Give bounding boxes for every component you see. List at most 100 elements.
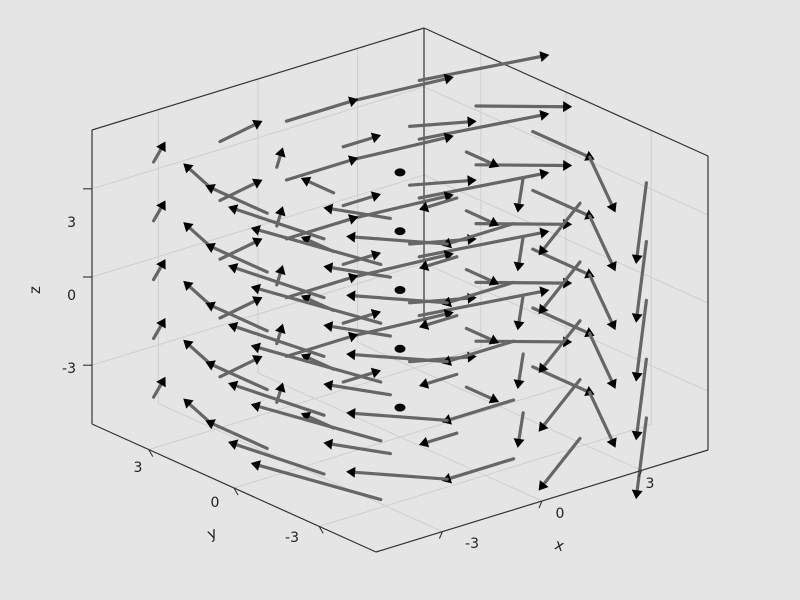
arrow	[183, 280, 212, 307]
arrow-shaft	[230, 206, 326, 241]
arrow	[408, 175, 477, 187]
grid-lines	[91, 48, 709, 533]
arrow-shaft	[184, 223, 212, 248]
arrow	[474, 101, 573, 113]
arrow-head	[370, 367, 382, 379]
arrow	[346, 349, 449, 364]
arrow-head	[323, 262, 334, 274]
tick-marks	[83, 188, 643, 539]
arrow	[441, 339, 516, 366]
grid-line-z-right-1	[423, 174, 709, 304]
arrow-shaft	[634, 240, 649, 321]
arrow-shaft	[634, 416, 649, 497]
arrow-shaft	[341, 134, 379, 149]
arrow	[464, 209, 500, 227]
arrow-head	[252, 296, 263, 307]
arrow-head	[606, 437, 617, 448]
arrow	[513, 176, 525, 213]
arrow-shaft	[531, 130, 593, 160]
arrow	[464, 268, 500, 286]
arrow	[587, 390, 617, 448]
arrow-shaft	[587, 390, 616, 446]
arrow-head	[323, 321, 334, 333]
arrow-head	[156, 376, 166, 388]
arrow-shaft	[634, 357, 649, 439]
z-tick-label-2: 3	[67, 215, 76, 231]
arrow-shaft	[539, 260, 582, 313]
arrow-shaft	[464, 150, 498, 167]
arrow-head	[513, 202, 525, 213]
arrow-head	[513, 379, 525, 390]
arrow-shaft	[634, 298, 649, 380]
arrow-head	[606, 260, 617, 272]
arrow	[464, 150, 500, 169]
arrow-head	[563, 101, 573, 113]
arrow	[538, 201, 582, 256]
arrow	[323, 379, 392, 397]
arrow-shaft	[325, 441, 392, 456]
arrow-head	[631, 371, 643, 382]
arrow-head	[183, 222, 194, 233]
arrow-head	[347, 214, 359, 225]
arrow-shaft	[218, 179, 261, 202]
arrow-shaft	[207, 185, 269, 215]
arrow-head	[347, 96, 359, 108]
z-tick-label-0: -3	[62, 361, 76, 377]
arrow-shaft	[587, 332, 616, 387]
grid-line-z-right-2	[423, 86, 709, 216]
arrow-shaft	[184, 281, 212, 307]
arrow-shaft	[421, 372, 459, 387]
arrow-shaft	[284, 333, 356, 358]
arrow	[284, 331, 359, 358]
arrow-shaft	[253, 462, 383, 502]
arrow	[323, 321, 392, 338]
x-tick-label-1: 0	[556, 506, 565, 522]
arrow	[323, 203, 392, 220]
arrow-head	[539, 168, 550, 180]
arrow-head	[443, 250, 454, 261]
arrow-head	[394, 344, 406, 353]
arrow	[351, 73, 454, 103]
arrow-head	[443, 73, 454, 85]
arrow-shaft	[539, 201, 582, 254]
arrow-head	[488, 158, 500, 169]
arrow-head	[370, 191, 382, 202]
arrow-head	[300, 235, 312, 246]
arrow-shaft	[634, 181, 649, 262]
arrow-shaft	[253, 344, 383, 384]
arrow	[228, 439, 326, 476]
arrow-shaft	[516, 176, 525, 211]
arrow-head	[418, 201, 430, 213]
arrow-head	[631, 489, 643, 500]
x-tick-label-2: 3	[646, 476, 655, 492]
grid-line-z-right-0	[423, 262, 709, 392]
arrow	[284, 272, 359, 300]
frame-edge-back-top-left	[91, 27, 425, 131]
arrow	[250, 342, 383, 384]
arrow-head	[250, 460, 261, 471]
y-tick-mark-2	[148, 449, 154, 457]
arrow-shaft	[351, 76, 452, 103]
arrow-head	[156, 200, 166, 211]
arrow-shaft	[417, 112, 547, 141]
arrow-shaft	[284, 98, 356, 123]
arrow-head	[538, 362, 549, 373]
grid-line-y-floor-1	[233, 385, 567, 489]
arrow-head	[538, 480, 549, 491]
arrow-shaft	[325, 265, 392, 279]
arrow-head	[347, 272, 359, 284]
x-axis-label: x	[553, 535, 567, 555]
arrow	[341, 191, 382, 208]
arrow-head	[346, 466, 356, 478]
grid-line-y-floor-2	[148, 347, 481, 451]
arrow-head	[205, 419, 216, 430]
arrow	[274, 147, 286, 169]
arrow	[183, 163, 212, 190]
arrow-head	[488, 334, 500, 345]
arrow	[228, 263, 326, 300]
arrow	[250, 225, 383, 266]
arrow-shaft	[284, 157, 356, 182]
arrow-shaft	[417, 171, 547, 200]
arrow	[417, 51, 550, 83]
arrow-shaft	[325, 324, 392, 338]
